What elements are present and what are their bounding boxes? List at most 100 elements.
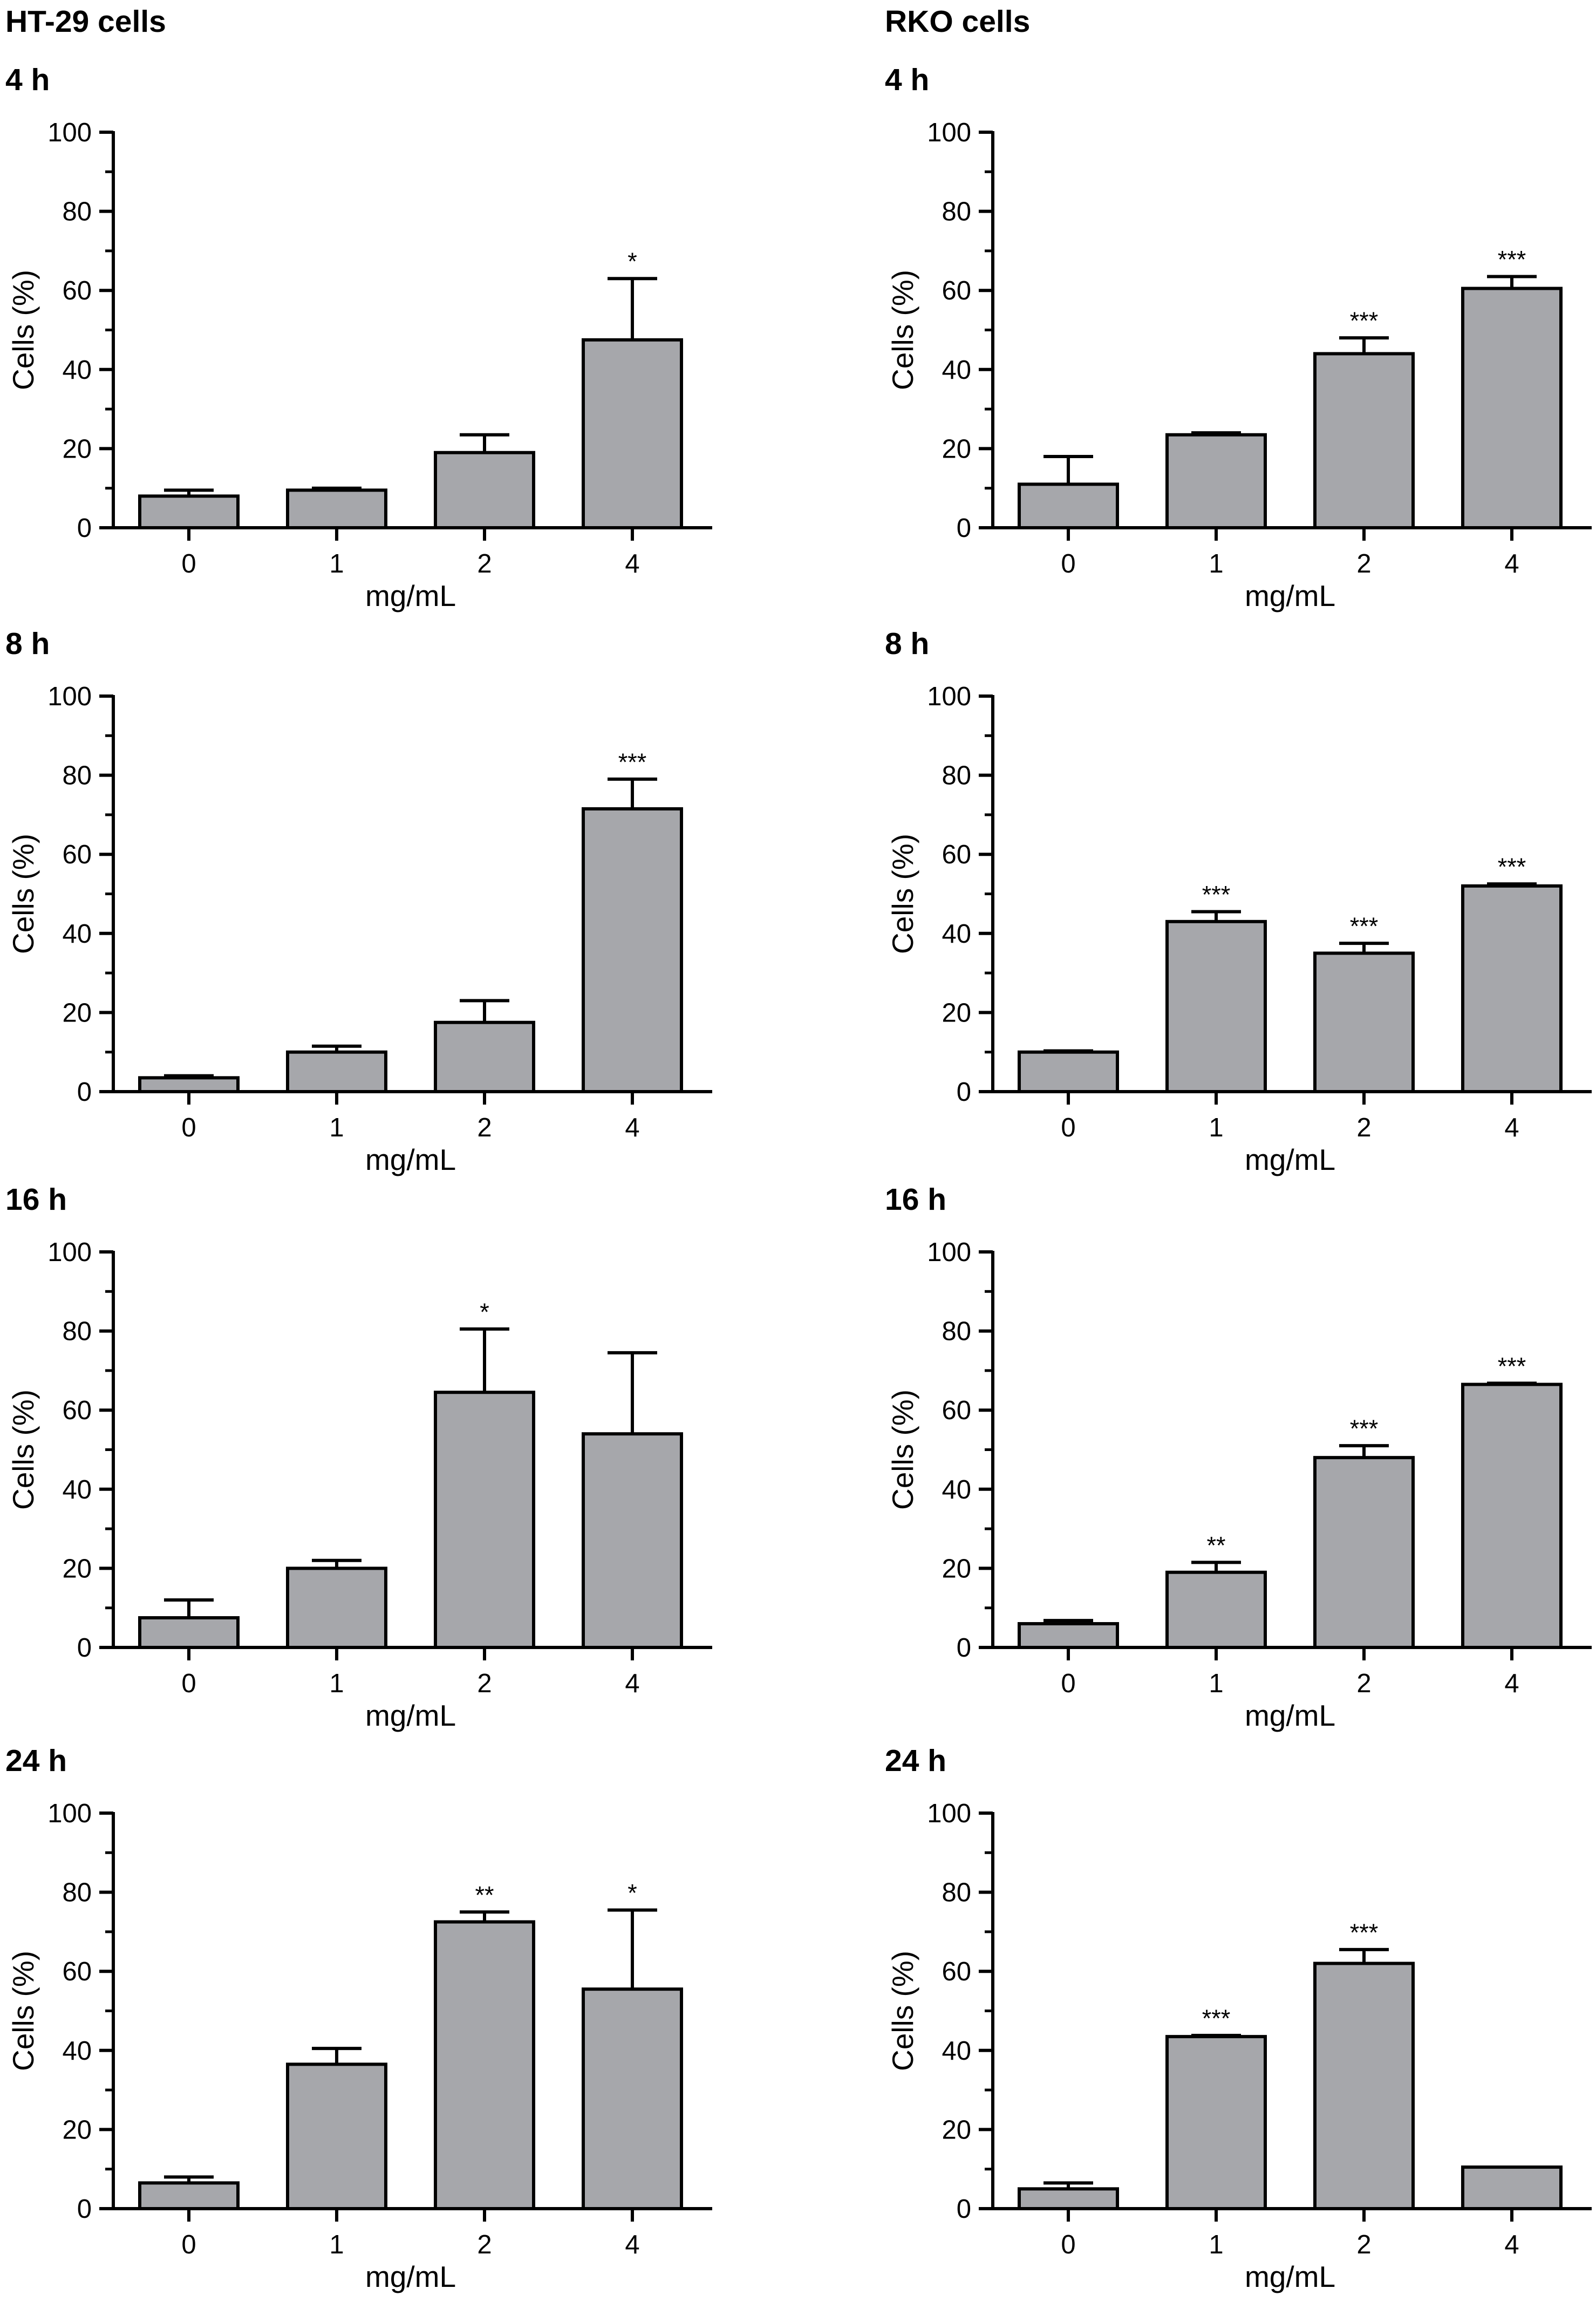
x-axis-title: mg/mL (365, 2260, 456, 2293)
y-axis-title: Cells (%) (886, 834, 919, 954)
x-axis-title: mg/mL (1245, 579, 1335, 612)
y-tick-label: 20 (942, 2115, 971, 2144)
bar-chart-ht29-4h: 0 20 40 60 80 100 Cells (%) 0 1 2 4 * mg/mL (6, 118, 712, 612)
significance-label: *** (1350, 1415, 1379, 1442)
x-tick-label: 4 (625, 2230, 639, 2259)
x-tick-label: 2 (1356, 2230, 1371, 2259)
y-tick-label: 60 (62, 1957, 92, 1986)
x-tick-label: 1 (329, 2230, 344, 2259)
y-tick-label: 0 (957, 1078, 971, 1107)
y-tick-label: 0 (77, 514, 92, 543)
bar (1461, 884, 1563, 1093)
x-tick-label: 1 (1209, 549, 1223, 578)
y-tick-label: 60 (942, 1957, 971, 1986)
significance-label: *** (1202, 2005, 1231, 2032)
x-tick-label: 2 (477, 549, 492, 578)
bar (1018, 2187, 1119, 2210)
x-tick-label: 1 (1209, 1669, 1223, 1698)
y-tick-label: 0 (77, 2195, 92, 2224)
y-tick-label: 40 (942, 2037, 971, 2066)
bar (1313, 1962, 1415, 2210)
bar (138, 494, 240, 529)
bar (1018, 1622, 1119, 1650)
x-tick-label: 0 (1061, 1669, 1075, 1698)
panel-title: 4 h (5, 63, 50, 97)
significance-label: ** (475, 1881, 494, 1909)
panel-ht29-8h: 8 h 0 20 40 60 80 100 Cells (%) 0 1 2 4 *** mg/mL (5, 629, 761, 1176)
bar (138, 1616, 240, 1650)
y-tick-label: 0 (957, 2195, 971, 2224)
bar (434, 1920, 535, 2210)
bar (1018, 482, 1119, 529)
x-tick-label: 4 (1504, 1113, 1519, 1142)
y-tick-label: 80 (942, 1878, 971, 1908)
x-tick-label: 4 (1504, 549, 1519, 578)
x-tick-label: 0 (1061, 1113, 1075, 1142)
bar (1313, 1456, 1415, 1649)
y-tick-label: 40 (942, 920, 971, 949)
bar (582, 807, 683, 1093)
y-tick-label: 0 (77, 1633, 92, 1663)
y-tick-label: 80 (942, 197, 971, 227)
panel-title: 24 h (5, 1743, 67, 1778)
y-tick-label: 100 (47, 682, 92, 711)
bar-chart-rko-4h: 0 20 40 60 80 100 Cells (%) 0 1 2 *** 4 *** mg/mL (886, 118, 1592, 612)
significance-label: *** (1350, 912, 1379, 940)
x-tick-label: 1 (1209, 1113, 1223, 1142)
x-tick-label: 4 (625, 549, 639, 578)
x-tick-label: 2 (1356, 1113, 1371, 1142)
x-tick-label: 0 (1061, 2230, 1075, 2259)
panel-title: 4 h (885, 63, 930, 97)
bar-chart-rko-16h: 0 20 40 60 80 100 Cells (%) 0 1 ** 2 *** 4 *** mg/mL (886, 1238, 1592, 1732)
bar (286, 1050, 387, 1094)
panel-rko-24h: 24 h 0 20 40 60 80 100 Cells (%) 0 1 *** 2 *** 4 mg/m… (885, 1746, 1596, 2293)
panel-rko-16h: 16 h 0 20 40 60 80 100 Cells (%) 0 1 ** 2 *** 4 *** mg… (885, 1182, 1596, 1732)
y-tick-label: 20 (942, 998, 971, 1027)
panel-ht29-24h: 24 h 0 20 40 60 80 100 Cells (%) 0 1 2 ** 4 * mg/mL (5, 1743, 761, 2293)
y-tick-label: 20 (62, 1554, 92, 1583)
bar (286, 488, 387, 529)
y-tick-label: 40 (942, 1475, 971, 1504)
panel-rko-8h: 8 h 0 20 40 60 80 100 Cells (%) 0 1 *** 2 *** 4 *** mg… (885, 629, 1596, 1176)
y-axis-title: Cells (%) (6, 270, 40, 390)
x-axis-title: mg/mL (365, 1699, 456, 1732)
x-axis-title: mg/mL (365, 1143, 456, 1176)
panel-title: 16 h (5, 1182, 67, 1217)
panel-ht29-4h: 4 h 0 20 40 60 80 100 Cells (%) 0 1 2 4 * mg/mL (5, 63, 761, 612)
panel-ht29-16h: 16 h 0 20 40 60 80 100 Cells (%) 0 1 2 * 4 mg/mL (5, 1182, 761, 1732)
y-tick-label: 80 (62, 761, 92, 791)
y-tick-label: 60 (62, 840, 92, 869)
bar (582, 1987, 683, 2210)
y-tick-label: 20 (62, 998, 92, 1027)
y-axis-title: Cells (%) (886, 1951, 919, 2071)
x-tick-label: 0 (181, 2230, 196, 2259)
bar (286, 1567, 387, 1650)
panel-title: 16 h (885, 1182, 947, 1217)
bar (1461, 287, 1563, 529)
x-tick-label: 2 (1356, 1669, 1371, 1698)
x-axis-title: mg/mL (1245, 1699, 1335, 1732)
x-axis-title: mg/mL (1245, 1143, 1335, 1176)
bar (1461, 1382, 1563, 1649)
y-axis-title: Cells (%) (6, 1951, 40, 2071)
bar (286, 2062, 387, 2211)
x-tick-label: 0 (181, 1669, 196, 1698)
x-tick-label: 4 (1504, 2230, 1519, 2259)
y-tick-label: 60 (62, 1396, 92, 1425)
bar (1165, 1570, 1267, 1649)
column-title-rko: RKO cells (885, 4, 1031, 39)
y-tick-label: 60 (942, 276, 971, 305)
y-tick-label: 80 (62, 1878, 92, 1908)
x-tick-label: 1 (1209, 2230, 1223, 2259)
bar (1313, 352, 1415, 529)
x-axis-title: mg/mL (365, 579, 456, 612)
x-tick-label: 4 (625, 1113, 639, 1142)
y-tick-label: 40 (62, 2037, 92, 2066)
y-tick-label: 100 (927, 1238, 971, 1267)
y-tick-label: 40 (942, 356, 971, 385)
y-tick-label: 60 (942, 840, 971, 869)
y-tick-label: 20 (62, 2115, 92, 2144)
x-tick-label: 2 (477, 1113, 492, 1142)
x-tick-label: 4 (1504, 1669, 1519, 1698)
